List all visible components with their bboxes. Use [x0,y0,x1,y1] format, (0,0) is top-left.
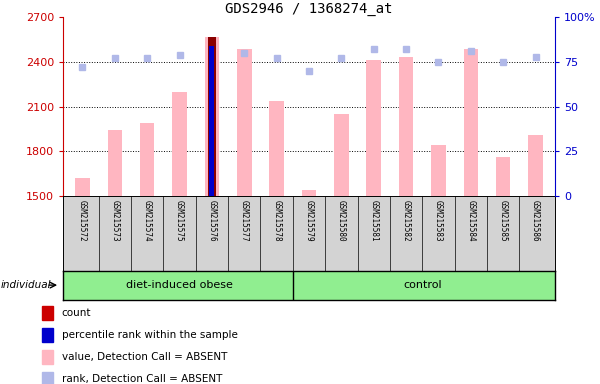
Bar [42,372,53,384]
Text: GSM215577: GSM215577 [240,200,249,241]
Text: GSM215576: GSM215576 [208,200,217,241]
Text: control: control [403,280,442,290]
Text: GSM215585: GSM215585 [499,200,508,241]
Bar [140,123,154,196]
Bar [42,350,53,364]
Bar [205,36,219,196]
Title: GDS2946 / 1368274_at: GDS2946 / 1368274_at [225,2,393,16]
Bar [75,178,90,196]
Text: GSM215574: GSM215574 [143,200,152,241]
Text: value, Detection Call = ABSENT: value, Detection Call = ABSENT [62,352,227,362]
Bar [496,157,511,196]
Text: diet-induced obese: diet-induced obese [126,280,233,290]
Bar [399,58,413,196]
Text: GSM215582: GSM215582 [401,200,410,241]
Bar [172,92,187,196]
Bar [431,145,446,196]
Text: count: count [62,308,91,318]
Bar [302,190,316,196]
Text: GSM215581: GSM215581 [369,200,378,241]
Bar [528,135,543,196]
Text: individual: individual [1,280,51,290]
Bar [269,101,284,196]
Text: GSM215575: GSM215575 [175,200,184,241]
Bar [42,328,53,342]
Text: GSM215584: GSM215584 [466,200,475,241]
Bar [42,306,53,320]
Bar [367,60,381,196]
Text: GSM215578: GSM215578 [272,200,281,241]
Text: GSM215572: GSM215572 [78,200,87,241]
Text: GSM215580: GSM215580 [337,200,346,241]
Bar [107,131,122,196]
Text: GSM215586: GSM215586 [531,200,540,241]
Text: GSM215579: GSM215579 [305,200,314,241]
Text: GSM215573: GSM215573 [110,200,119,241]
Bar [237,48,251,196]
Bar [208,36,215,196]
Text: GSM215583: GSM215583 [434,200,443,241]
Bar [209,46,214,196]
Bar [334,114,349,196]
Bar [464,48,478,196]
Text: percentile rank within the sample: percentile rank within the sample [62,330,238,340]
Text: rank, Detection Call = ABSENT: rank, Detection Call = ABSENT [62,374,222,384]
